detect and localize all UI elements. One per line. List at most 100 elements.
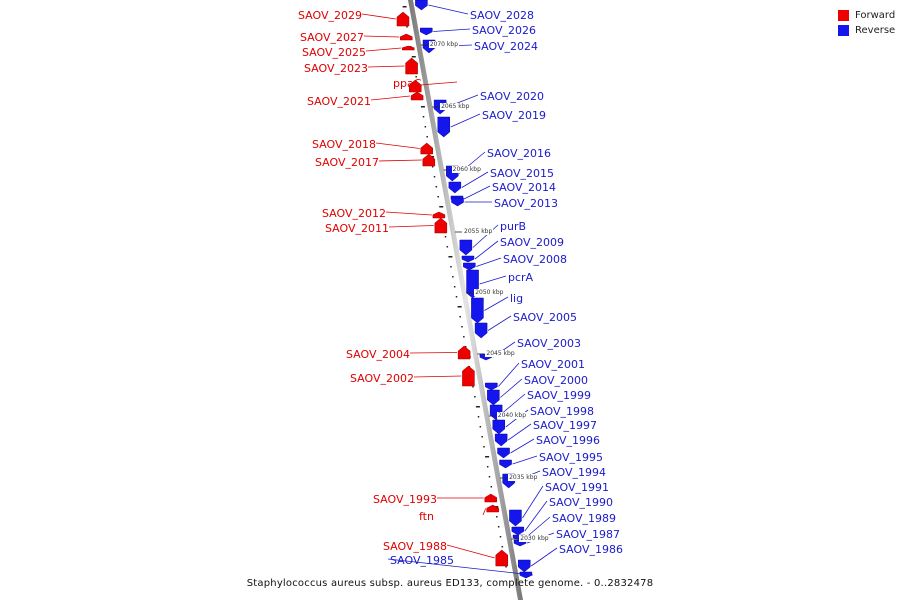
kbp-tick-label: 2040 kbp [496,412,528,419]
scale-dash [450,266,452,268]
forward-gene-label-5[interactable]: SAOV_2021 [307,95,372,108]
reverse-gene-label-13[interactable]: lig [510,292,524,305]
reverse-gene-label-10[interactable]: SAOV_2009 [500,236,565,249]
reverse-gene-14[interactable] [474,322,488,339]
reverse-gene-label-26[interactable]: SAOV_1989 [552,512,617,525]
forward-gene-label-14[interactable]: SAOV_1988 [383,540,448,553]
forward-gene-9[interactable] [434,217,448,234]
forward-gene-label-0[interactable]: SAOV_2029 [298,9,363,22]
forward-gene-label-1[interactable]: SAOV_2027 [300,31,365,44]
reverse-gene-28[interactable] [517,559,531,573]
reverse-gene-label-18[interactable]: SAOV_1999 [527,389,592,402]
reverse-gene-label-9[interactable]: purB [500,220,527,233]
reverse-gene-label-27[interactable]: SAOV_1987 [556,528,621,541]
reverse-gene-16[interactable] [485,382,498,391]
reverse-gene-29[interactable] [519,571,533,579]
scale-dash [472,386,474,388]
reverse-gene-label-24[interactable]: SAOV_1991 [545,481,610,494]
forward-gene-0[interactable] [396,11,410,27]
reverse-gene-label-21[interactable]: SAOV_1996 [536,434,601,447]
reverse-connector-22 [512,455,538,465]
scale-dash [501,546,504,548]
forward-gene-label-7[interactable]: SAOV_2017 [315,156,380,169]
reverse-gene-20[interactable] [494,433,508,447]
forward-connector-3 [367,65,405,68]
reverse-gene-label-7[interactable]: SAOV_2014 [492,181,557,194]
forward-gene-10[interactable] [457,345,471,360]
scale-dash [497,526,500,528]
forward-gene-14[interactable] [495,549,509,567]
reverse-gene-label-23[interactable]: SAOV_1994 [542,466,607,479]
scale-dash [485,456,490,458]
reverse-gene-label-6[interactable]: SAOV_2015 [490,167,555,180]
reverse-gene-8[interactable] [451,197,464,207]
forward-gene-label-4[interactable]: ppaC [393,77,422,90]
forward-gene-label-3[interactable]: SAOV_2023 [304,62,369,75]
reverse-gene-label-4[interactable]: SAOV_2019 [482,109,547,122]
reverse-gene-label-17[interactable]: SAOV_2000 [524,374,589,387]
reverse-gene-25[interactable] [511,526,525,536]
genome-caption: Staphylococcus aureus subsp. aureus ED13… [246,578,654,589]
reverse-gene-label-22[interactable]: SAOV_1995 [539,451,604,464]
reverse-gene-label-20[interactable]: SAOV_1997 [533,419,598,432]
reverse-gene-label-8[interactable]: SAOV_2013 [494,197,559,210]
reverse-gene-label-11[interactable]: SAOV_2008 [503,253,568,266]
scale-dash [444,236,447,238]
reverse-gene-0[interactable] [415,0,428,11]
reverse-gene-label-12[interactable]: pcrA [508,271,534,284]
forward-gene-6[interactable] [420,142,433,155]
reverse-gene-label-15[interactable]: SAOV_2003 [517,337,582,350]
legend-label-reverse: Reverse [855,25,896,36]
reverse-gene-label-25[interactable]: SAOV_1990 [549,496,614,509]
forward-gene-label-12[interactable]: SAOV_1993 [373,493,438,506]
scale-dash [496,516,498,518]
reverse-gene-11[interactable] [463,262,476,271]
reverse-gene-19[interactable] [492,419,506,435]
scale-dash [463,336,465,338]
legend-item-reverse: Reverse [838,23,895,38]
reverse-gene-22[interactable] [499,459,512,469]
forward-gene-11[interactable] [462,365,475,387]
reverse-gene-9[interactable] [459,239,473,256]
reverse-gene-label-5[interactable]: SAOV_2016 [487,147,552,160]
reverse-connector-7 [463,185,491,200]
reverse-gene-label-3[interactable]: SAOV_2020 [480,90,545,103]
forward-gene-1[interactable] [400,33,413,41]
forward-gene-4[interactable] [409,79,422,93]
kbp-tick-label: 2070 kbp [428,41,460,48]
forward-gene-7[interactable] [422,153,436,167]
scale-dash [455,296,458,298]
forward-gene-label-6[interactable]: SAOV_2018 [312,138,377,151]
reverse-gene-label-29[interactable]: SAOV_1985 [390,554,455,567]
reverse-gene-label-19[interactable]: SAOV_1998 [530,405,595,418]
reverse-gene-24[interactable] [509,509,522,527]
reverse-connector-28 [531,547,558,567]
forward-gene-12[interactable] [484,493,498,503]
reverse-gene-label-0[interactable]: SAOV_2028 [470,9,535,22]
forward-gene-8[interactable] [432,211,446,219]
reverse-gene-label-1[interactable]: SAOV_2026 [472,24,537,37]
reverse-gene-label-28[interactable]: SAOV_1986 [559,543,624,556]
forward-gene-5[interactable] [410,91,424,101]
reverse-gene-label-2[interactable]: SAOV_2024 [474,40,539,53]
forward-connector-8 [385,211,432,216]
reverse-gene-17[interactable] [487,389,500,406]
reverse-gene-label-14[interactable]: SAOV_2005 [513,311,578,324]
forward-gene-label-13[interactable]: ftn [419,510,434,523]
forward-gene-label-9[interactable]: SAOV_2011 [325,222,390,235]
reverse-gene-10[interactable] [461,255,475,263]
reverse-gene-21[interactable] [497,447,510,459]
kbp-tick-label: 2055 kbp [463,228,494,235]
forward-gene-label-10[interactable]: SAOV_2004 [346,348,411,361]
forward-gene-13[interactable] [486,504,499,513]
forward-gene-3[interactable] [405,57,418,75]
reverse-gene-1[interactable] [420,27,433,36]
reverse-gene-6[interactable] [448,181,462,194]
forward-gene-label-11[interactable]: SAOV_2002 [350,372,415,385]
reverse-gene-4[interactable] [437,116,451,138]
reverse-gene-label-16[interactable]: SAOV_2001 [521,358,586,371]
reverse-gene-13[interactable] [471,297,484,324]
forward-gene-label-2[interactable]: SAOV_2025 [302,46,367,59]
forward-gene-2[interactable] [402,45,415,51]
forward-gene-label-8[interactable]: SAOV_2012 [322,207,387,220]
